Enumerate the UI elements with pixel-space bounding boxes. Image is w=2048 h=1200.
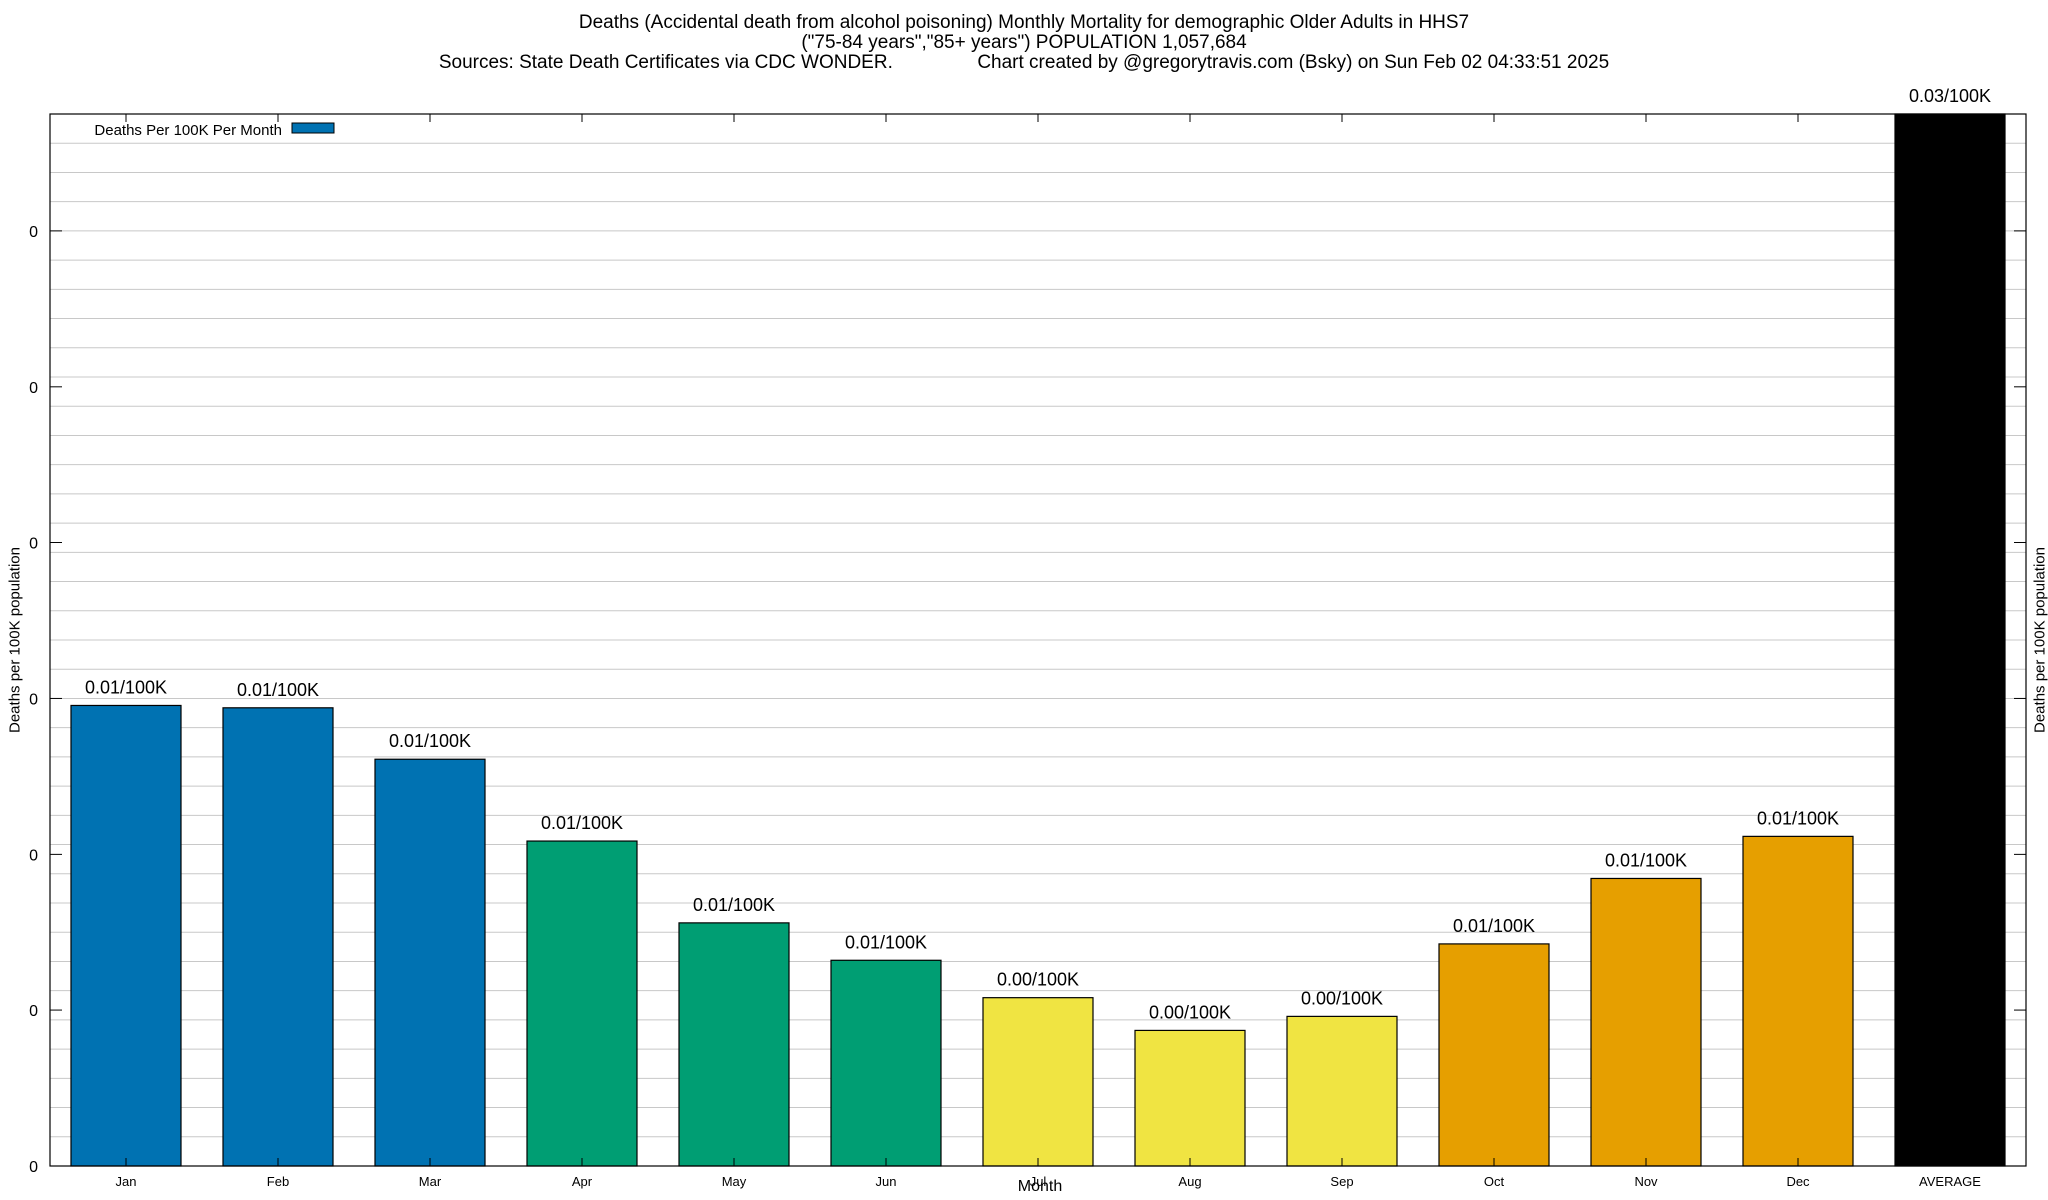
x-tick-label: AVERAGE	[1919, 1174, 1981, 1189]
y-axis-label: Deaths per 100K population	[6, 547, 24, 733]
x-tick-label: Sep	[1330, 1174, 1353, 1189]
bar	[526, 840, 638, 1167]
bar	[374, 758, 486, 1167]
data-label: 0.01/100K	[541, 813, 623, 833]
legend-label: Deaths Per 100K Per Month	[94, 122, 282, 139]
bar	[982, 997, 1094, 1167]
bar	[70, 704, 182, 1167]
x-tick-label: Jul	[1030, 1174, 1047, 1189]
bar	[830, 959, 942, 1167]
plot-border	[49, 113, 2027, 1167]
chart-source-line: Sources: State Death Certificates via CD…	[438, 52, 1610, 73]
legend: Deaths Per 100K Per Month	[94, 122, 335, 139]
grid-lines	[50, 142, 2026, 1138]
data-label: 0.00/100K	[1149, 1002, 1231, 1022]
x-tick-label: Feb	[267, 1174, 289, 1189]
chart-subtitle: ("75-84 years","85+ years") POPULATION 1…	[801, 32, 1247, 53]
data-label: 0.01/100K	[237, 680, 319, 700]
y-tick-label: 0	[29, 380, 38, 397]
data-label: 0.03/100K	[1909, 86, 1991, 106]
x-tick-label: Jun	[876, 1174, 897, 1189]
data-label: 0.00/100K	[997, 970, 1079, 990]
bar	[1286, 1015, 1398, 1167]
x-axis-label: Month	[1017, 1178, 1063, 1195]
x-tick-label: Apr	[572, 1174, 593, 1189]
x-tick-label: Oct	[1484, 1174, 1505, 1189]
x-tick-label: Mar	[419, 1174, 442, 1189]
bar	[1134, 1029, 1246, 1167]
x-tick-label: Aug	[1178, 1174, 1201, 1189]
y-tick-label: 0	[29, 691, 38, 708]
data-label: 0.01/100K	[389, 731, 471, 751]
x-tick-label: Nov	[1634, 1174, 1658, 1189]
bar	[1742, 835, 1854, 1167]
data-label: 0.01/100K	[1453, 916, 1535, 936]
legend-swatch	[291, 122, 335, 134]
y-tick-label: 0	[29, 1003, 38, 1020]
data-label: 0.01/100K	[845, 932, 927, 952]
data-label: 0.01/100K	[85, 677, 167, 697]
bar	[1894, 113, 2006, 1167]
chart-title: Deaths (Accidental death from alcohol po…	[578, 12, 1470, 33]
y-tick-label: 0	[29, 1159, 38, 1176]
data-label: 0.01/100K	[1605, 850, 1687, 870]
x-tick-label: Jan	[116, 1174, 137, 1189]
bar	[1590, 877, 1702, 1167]
y-tick-label: 0	[29, 224, 38, 241]
data-label: 0.00/100K	[1301, 988, 1383, 1008]
bar	[222, 707, 334, 1167]
bar	[678, 922, 790, 1167]
y2-axis-label: Deaths per 100K population	[2031, 547, 2048, 733]
y-tick-label: 0	[29, 847, 38, 864]
chart-title-block: Deaths (Accidental death from alcohol po…	[0, 13, 2048, 73]
bar	[1438, 943, 1550, 1167]
data-label: 0.01/100K	[1757, 808, 1839, 828]
data-label: 0.01/100K	[693, 895, 775, 915]
x-tick-label: May	[722, 1174, 747, 1189]
y-tick-label: 0	[29, 536, 38, 553]
x-tick-label: Dec	[1786, 1174, 1810, 1189]
